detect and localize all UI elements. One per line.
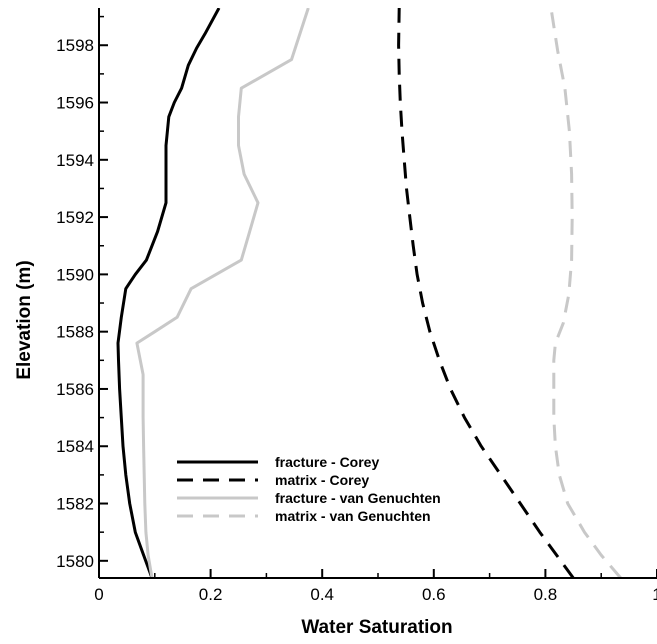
- x-tick-label: 0.6: [422, 585, 446, 604]
- y-tick-label: 1588: [56, 323, 94, 342]
- y-tick-label: 1592: [56, 208, 94, 227]
- legend: fracture - Corey matrix - Corey fracture -…: [177, 454, 441, 524]
- y-tick-label: 1594: [56, 151, 94, 170]
- legend-label-4: matrix - van Genuchten: [275, 508, 431, 524]
- series-line-4: [549, 8, 622, 578]
- x-tick-label: 0.8: [534, 585, 558, 604]
- legend-label-2: matrix - Corey: [275, 472, 369, 488]
- series-line-1: [116, 8, 221, 578]
- x-tick-label: 1: [652, 585, 657, 604]
- legend-label-3: fracture - van Genuchten: [275, 490, 441, 506]
- y-tick-label: 1582: [56, 495, 94, 514]
- legend-label-1: fracture - Corey: [275, 454, 379, 470]
- series-line-3: [135, 8, 310, 578]
- y-tick-label: 1596: [56, 94, 94, 113]
- x-tick-label: 0.2: [199, 585, 223, 604]
- y-tick-label: 1590: [56, 265, 94, 284]
- x-tick-label: 0.4: [310, 585, 334, 604]
- series-line-2: [397, 8, 575, 578]
- series-group: [116, 8, 622, 578]
- y-tick-label: 1598: [56, 36, 94, 55]
- y-tick-label: 1580: [56, 552, 94, 571]
- y-axis-title: Elevation (m): [14, 260, 35, 379]
- y-tick-label: 1584: [56, 437, 94, 456]
- x-axis-title: Water Saturation: [301, 617, 452, 638]
- x-tick-label: 0: [94, 585, 103, 604]
- y-tick-label: 1586: [56, 380, 94, 399]
